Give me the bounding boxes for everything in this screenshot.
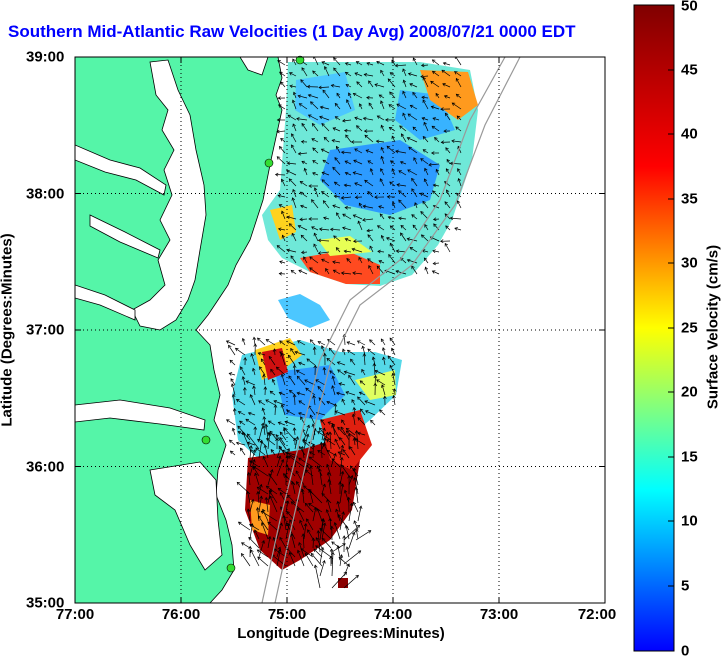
velocity-arrow <box>276 175 285 176</box>
colorbar-tick-label: 15 <box>681 449 698 466</box>
y-tick-label: 38:00 <box>26 185 64 202</box>
colorbar-tick-label: 25 <box>681 320 698 337</box>
y-tick-label: 39:00 <box>26 49 64 66</box>
colorbar-tick-label: 40 <box>681 126 698 143</box>
colorbar-tick-label: 45 <box>681 62 698 79</box>
colorbar-label: Surface Velocity (cm/s) <box>705 245 722 409</box>
radar-station-marker <box>265 159 273 167</box>
colorbar-tick-label: 10 <box>681 513 698 530</box>
x-tick-label: 73:00 <box>480 606 518 623</box>
radar-station-marker <box>202 436 210 444</box>
colorbar-tick-label: 30 <box>681 255 698 272</box>
y-tick-label: 35:00 <box>26 595 64 612</box>
x-tick-label: 76:00 <box>162 606 200 623</box>
y-tick-label: 36:00 <box>26 458 64 475</box>
x-tick-label: 74:00 <box>374 606 412 623</box>
velocity-arrow <box>335 404 336 415</box>
x-tick-label: 72:00 <box>578 606 616 623</box>
y-tick-label: 37:00 <box>26 322 64 339</box>
velocity-arrow <box>313 538 314 548</box>
x-axis-label: Longitude (Degrees:Minutes) <box>237 625 445 642</box>
colorbar-tick-label: 5 <box>681 578 689 595</box>
x-tick-label: 75:00 <box>268 606 306 623</box>
velocity-arrow <box>295 365 296 375</box>
colorbar-tick-label: 0 <box>681 643 689 660</box>
colorbar-tick-label: 50 <box>681 0 698 15</box>
radar-station-marker <box>227 564 235 572</box>
y-axis-label: Latitude (Degrees:Minutes) <box>0 233 16 426</box>
colorbar-tick-label: 20 <box>681 384 698 401</box>
colorbar-tick-label: 35 <box>681 191 698 208</box>
